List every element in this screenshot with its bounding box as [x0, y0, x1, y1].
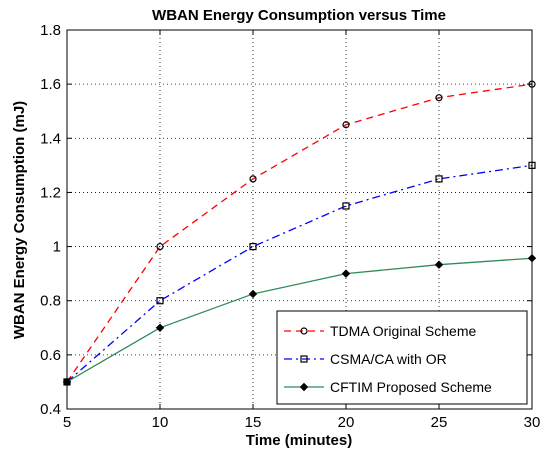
x-tick-label: 20 — [338, 414, 355, 431]
data-point-tdma — [342, 121, 350, 129]
y-tick-label: 1 — [53, 239, 61, 256]
data-point-csma — [249, 242, 257, 251]
data-point-csma — [156, 297, 164, 305]
series-cftim — [62, 254, 537, 387]
legend-marker-csma — [300, 355, 308, 363]
tick-marks — [66, 29, 533, 410]
x-tick-label: 30 — [524, 414, 541, 431]
legend-box — [276, 310, 528, 405]
y-tick-label: 1.8 — [40, 22, 61, 39]
data-point-cftim — [434, 260, 444, 269]
x-tick-label: 15 — [245, 414, 262, 431]
data-point-tdma — [249, 175, 257, 183]
data-point-tdma — [156, 242, 164, 251]
x-tick-label: 5 — [63, 414, 71, 431]
y-tick-labels: 0.4 0.6 0.8 1 1.2 1.4 1.6 1.8 — [40, 22, 61, 418]
data-point-tdma — [435, 94, 443, 102]
data-point-cftim — [341, 269, 351, 278]
y-tick-label: 0.4 — [40, 401, 61, 418]
y-tick-label: 0.6 — [40, 347, 61, 364]
x-tick-label: 25 — [431, 414, 448, 431]
plot-frame — [66, 29, 533, 410]
legend-marker-cftim — [299, 382, 309, 392]
legend-samples — [284, 327, 324, 392]
series-line-cftim — [66, 257, 533, 383]
x-tick-labels: 5 10 15 20 25 30 — [63, 414, 541, 431]
y-tick-label: 1.6 — [40, 76, 61, 93]
series-line-tdma — [66, 83, 533, 383]
legend-label-csma: CSMA/CA with OR — [330, 351, 447, 367]
y-tick-label: 1.2 — [40, 184, 61, 201]
data-point-cftim — [248, 289, 258, 299]
x-axis-label: Time (minutes) — [246, 432, 352, 449]
legend-label-tdma: TDMA Original Scheme — [330, 323, 476, 339]
legend: TDMA Original Scheme CSMA/CA with OR CFT… — [276, 310, 528, 405]
series-line-csma — [66, 164, 533, 383]
series-layer — [62, 80, 537, 387]
legend-label-cftim: CFTIM Proposed Scheme — [330, 379, 492, 395]
chart-title: WBAN Energy Consumption versus Time — [152, 7, 446, 24]
y-axis-label: WBAN Energy Consumption (mJ) — [11, 101, 28, 339]
x-tick-label: 10 — [152, 414, 169, 431]
data-point-cftim — [155, 323, 165, 332]
y-tick-label: 1.4 — [40, 130, 61, 147]
data-point-csma — [342, 202, 350, 210]
legend-marker-tdma — [300, 327, 308, 335]
data-point-csma — [435, 175, 443, 183]
y-tick-label: 0.8 — [40, 293, 61, 310]
